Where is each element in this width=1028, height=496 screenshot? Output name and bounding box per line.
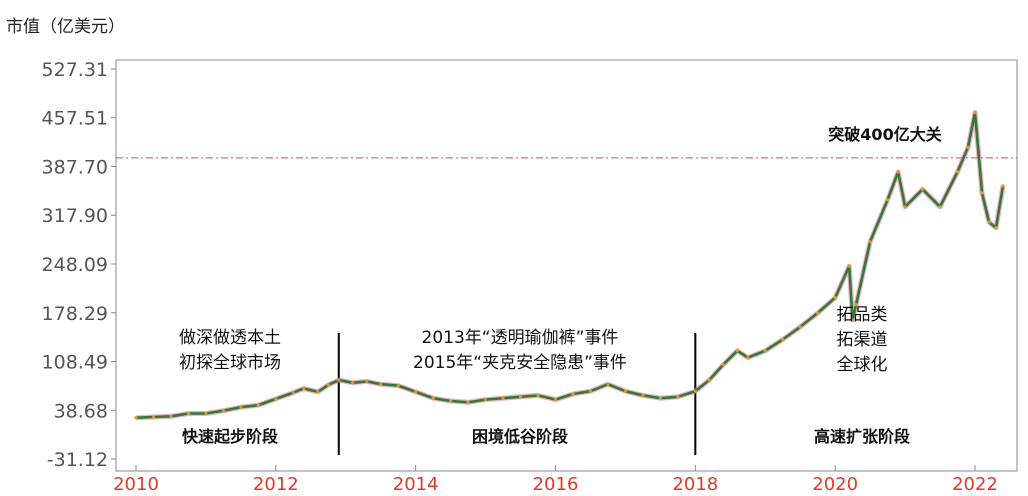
data-point <box>973 110 977 115</box>
data-point <box>1001 184 1005 188</box>
x-tick-label: 2022 <box>952 474 998 495</box>
data-point <box>606 382 610 386</box>
phase-label: 高速扩张阶段 <box>814 427 911 446</box>
data-point <box>239 405 243 409</box>
data-point <box>134 416 138 420</box>
data-point <box>854 302 858 307</box>
data-point <box>204 411 208 416</box>
data-point <box>501 396 505 400</box>
phase-note: 拓品类 <box>837 305 888 325</box>
data-point <box>151 415 156 419</box>
data-point <box>763 349 767 353</box>
data-point <box>186 411 191 416</box>
y-tick-label: 317.90 <box>42 205 108 227</box>
data-point <box>623 389 628 393</box>
series-layer <box>134 110 1006 421</box>
phase-note: 拓渠道 <box>837 330 888 350</box>
data-point <box>571 392 575 396</box>
data-point <box>431 396 435 400</box>
y-tick-label: -31.12 <box>47 449 108 471</box>
data-point <box>483 397 488 402</box>
data-point <box>274 397 278 401</box>
data-point <box>396 383 400 388</box>
y-tick-label: 178.29 <box>42 303 108 325</box>
data-point <box>966 145 970 150</box>
y-tick-label: 387.70 <box>42 157 108 179</box>
data-point <box>721 363 725 367</box>
data-point <box>816 311 820 315</box>
data-point <box>798 325 802 329</box>
phase-note: 初探全球市场 <box>179 353 281 373</box>
x-tick-label: 2010 <box>113 474 159 495</box>
y-tick-label: 457.51 <box>42 108 108 130</box>
data-point <box>851 318 855 322</box>
phase-label: 快速起步阶段 <box>182 427 279 446</box>
data-point <box>707 378 711 382</box>
y-axis-unit-label: 市值（亿美元） <box>6 17 125 37</box>
x-tick-label: 2012 <box>253 474 299 495</box>
data-point <box>221 409 225 413</box>
data-point <box>326 383 330 387</box>
data-point <box>414 390 418 394</box>
data-point <box>351 381 355 385</box>
data-point <box>337 378 341 382</box>
data-point <box>896 170 900 174</box>
data-point <box>781 337 785 342</box>
data-point <box>735 349 739 353</box>
data-point <box>920 187 925 191</box>
data-point <box>676 395 680 399</box>
data-point <box>316 390 320 394</box>
x-tick-label: 2018 <box>672 474 718 495</box>
phase-dividers <box>337 333 697 455</box>
phase-note: 做深做透本土 <box>179 328 281 348</box>
plot-frame <box>115 59 1018 472</box>
y-tick-label: 108.49 <box>42 351 108 373</box>
axes: 527.31 457.51 387.70 317.90 248.09 178.29 108.… <box>42 59 1018 495</box>
data-point <box>847 264 851 268</box>
y-tick-label: 527.31 <box>42 59 108 81</box>
data-point <box>449 399 453 403</box>
y-tick-label: 248.09 <box>42 254 108 276</box>
y-tick-label: 38.68 <box>54 400 108 422</box>
data-point <box>256 403 260 407</box>
data-point <box>169 414 173 418</box>
phase-label: 困境低谷阶段 <box>472 427 569 446</box>
x-tick-label: 2020 <box>812 474 858 495</box>
data-point <box>658 396 662 400</box>
phase-note: 2013年“透明瑜伽裤”事件 <box>422 328 619 348</box>
data-point <box>291 390 295 395</box>
data-point <box>938 205 942 209</box>
data-point <box>955 170 960 174</box>
data-point <box>987 220 991 224</box>
x-tick-label: 2016 <box>533 474 579 495</box>
data-point <box>518 395 523 399</box>
series-line <box>135 111 1005 419</box>
data-point <box>588 389 593 393</box>
x-tick-label: 2014 <box>393 474 439 495</box>
data-point <box>302 386 306 390</box>
data-point <box>980 191 984 195</box>
data-point <box>886 198 890 202</box>
data-point <box>553 397 558 402</box>
phase-note: 全球化 <box>837 355 888 375</box>
data-point <box>868 240 872 244</box>
data-point <box>994 226 998 230</box>
data-point <box>379 382 383 386</box>
phase-note: 2015年“夹克安全隐患”事件 <box>413 353 627 373</box>
data-point <box>641 393 645 397</box>
data-point <box>365 379 369 383</box>
data-point <box>903 205 907 209</box>
threshold-label: 突破400亿大关 <box>828 125 941 144</box>
data-point <box>693 389 697 393</box>
data-point <box>466 400 470 404</box>
data-point <box>833 295 837 300</box>
data-point <box>536 393 540 397</box>
data-point <box>746 356 750 360</box>
